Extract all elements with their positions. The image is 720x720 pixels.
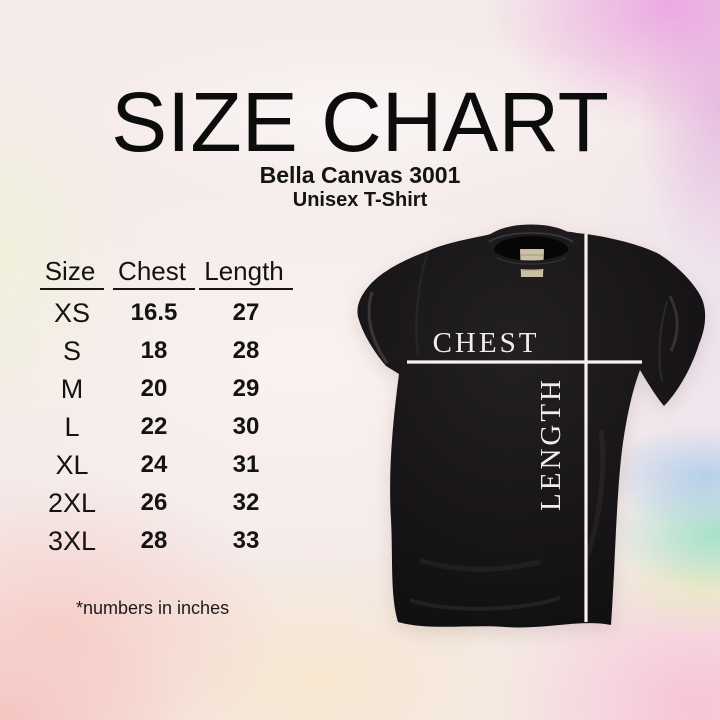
column-header-length: Length — [192, 256, 300, 302]
product-name: Bella Canvas 3001 — [259, 162, 461, 188]
column-header-chest: Chest — [113, 256, 195, 302]
column-header-size: Size — [28, 256, 116, 302]
right-cuff-fold — [668, 295, 679, 352]
table-row-s-size: S — [62, 335, 81, 366]
right-cuff-edge — [658, 300, 669, 382]
table-row-l-length: 30 — [232, 413, 260, 440]
table-row-3xl-size: 3XL — [47, 525, 97, 556]
table-row-l-chest: 22 — [140, 413, 168, 440]
left-cuff-fold — [367, 291, 389, 364]
table-row-xl-length: 31 — [232, 451, 260, 478]
table-row-s-chest: 18 — [140, 337, 168, 364]
table-row-2xl-size: 2XL — [47, 487, 97, 518]
table-row-xs-chest: 16.5 — [130, 299, 178, 326]
left-shoulder-seam — [415, 252, 429, 356]
table-row-m-size: M — [60, 373, 84, 404]
collar-inner-highlight — [496, 257, 566, 265]
collar-band — [482, 224, 580, 270]
table-row-xs-size: XS — [53, 297, 91, 328]
wrinkle-hem — [409, 596, 561, 611]
table-row-xl-size: XL — [55, 449, 89, 480]
size-table: Size Chest Length XS 16.5 27 S 18 28 M 2… — [28, 256, 300, 560]
wrinkle-lower — [419, 557, 541, 572]
chest-label: CHEST — [433, 327, 540, 359]
table-row-s-length: 28 — [232, 337, 260, 364]
table-row-l-size: L — [64, 411, 80, 442]
measurement-overlay: CHEST LENGTH — [407, 234, 642, 622]
wrinkle-side — [583, 429, 606, 561]
tshirt-body — [357, 230, 706, 628]
table-row-3xl-chest: 28 — [140, 527, 168, 554]
tshirt-illustration — [357, 224, 706, 628]
collar-highlight — [488, 232, 574, 243]
units-footnote: *numbers in inches — [76, 598, 230, 618]
table-row-2xl-chest: 26 — [140, 489, 168, 516]
table-row-2xl-length: 32 — [232, 489, 260, 516]
product-type: Unisex T-Shirt — [292, 189, 428, 211]
collar-tag-stitching — [521, 254, 543, 271]
table-row-xl-chest: 24 — [140, 451, 168, 478]
table-row-xs-length: 27 — [232, 299, 260, 326]
table-row-m-length: 29 — [232, 375, 260, 402]
page-title: SIZE CHART — [111, 75, 609, 169]
table-row-3xl-length: 33 — [232, 527, 260, 554]
length-label: LENGTH — [535, 377, 567, 511]
table-row-m-chest: 20 — [140, 375, 168, 402]
